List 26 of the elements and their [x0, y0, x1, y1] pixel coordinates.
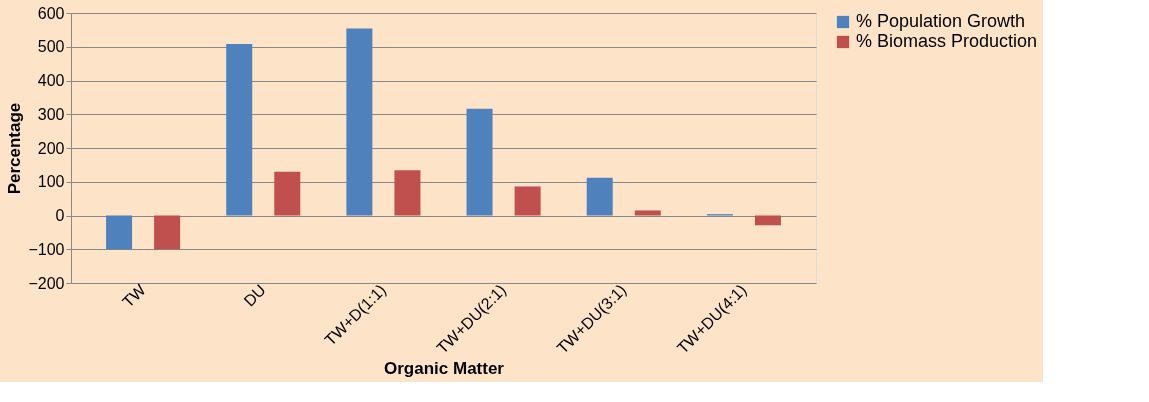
y-tick-label: 100	[37, 173, 65, 191]
y-tick-label: 500	[37, 38, 65, 56]
x-axis-title: Organic Matter	[384, 358, 505, 378]
legend-label: % Biomass Production	[856, 31, 1038, 51]
y-axis-title: Percentage	[5, 102, 25, 195]
x-tick-label: DU	[240, 281, 269, 310]
bar	[106, 215, 133, 250]
y-tick-label: 0	[55, 207, 65, 224]
bar	[466, 108, 493, 216]
bar	[634, 210, 661, 216]
legend-label: % Population Growth	[856, 11, 1026, 31]
bar	[226, 44, 253, 216]
x-tick-label: TW	[119, 280, 150, 311]
y-tick-label: 300	[37, 105, 65, 123]
y-tick-label: −200	[28, 274, 65, 292]
bar	[394, 170, 421, 216]
y-tick-label: 200	[37, 139, 65, 157]
bar	[154, 215, 181, 250]
bar	[754, 215, 781, 226]
y-tick-label: 600	[37, 4, 65, 22]
bar	[346, 28, 373, 216]
bar	[514, 186, 541, 216]
bar	[274, 171, 301, 216]
y-tick-label: −100	[28, 240, 65, 258]
y-tick-label: 400	[37, 72, 65, 89]
bar	[586, 177, 613, 216]
